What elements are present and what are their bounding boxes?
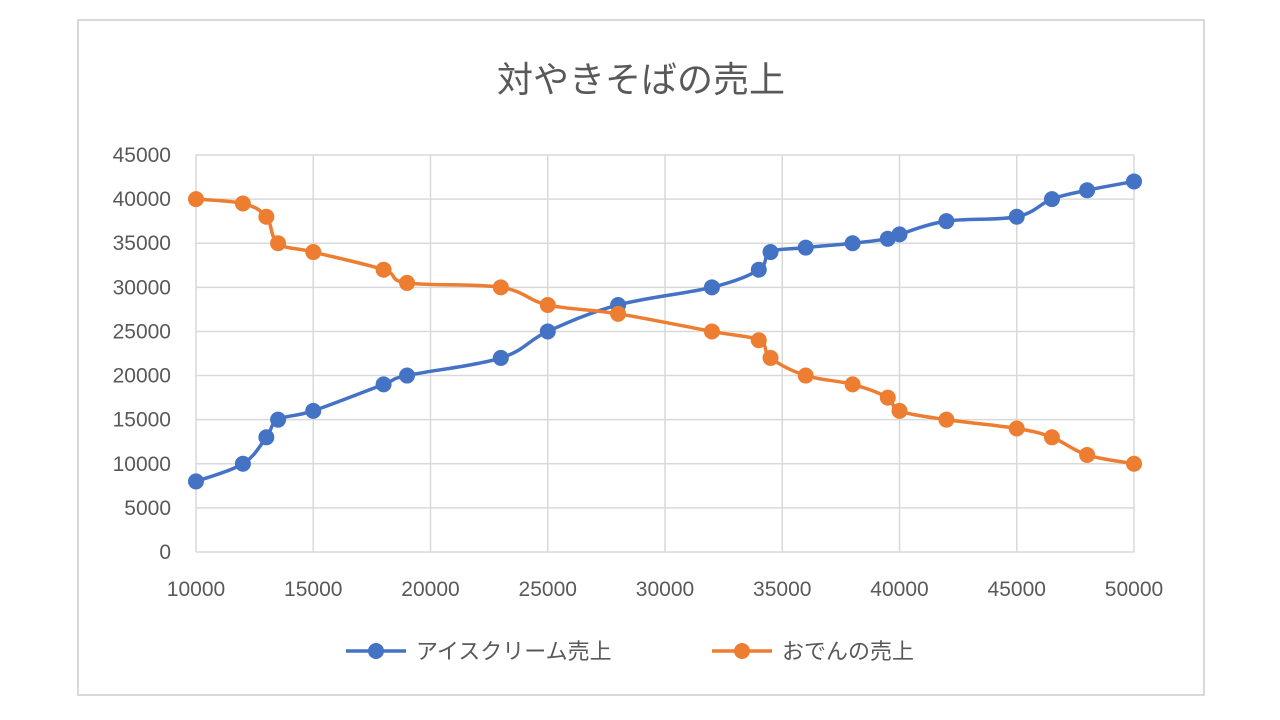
data-point [1079, 446, 1096, 463]
data-point [1008, 208, 1025, 225]
data-point [762, 244, 779, 261]
data-point [938, 411, 955, 428]
legend-item: おでんの売上 [712, 640, 914, 665]
data-point [1043, 429, 1060, 446]
legend: アイスクリーム売上 おでんの売上 [346, 640, 914, 665]
data-point [1043, 191, 1060, 208]
y-tick-label: 20000 [113, 365, 171, 388]
grid-layer [195, 154, 1135, 553]
y-tick-label: 15000 [113, 409, 171, 432]
series-2 [188, 191, 1142, 472]
data-point [539, 296, 556, 313]
y-tick-label: 25000 [113, 320, 171, 343]
chart-title: 対やきそばの売上 [497, 60, 785, 101]
data-point [703, 323, 720, 340]
legend-label: おでんの売上 [782, 640, 914, 665]
y-tick-label: 40000 [113, 188, 171, 211]
y-tick-labels: 0 5000 10000 15000 20000 25000 30000 35000 40000… [113, 144, 171, 564]
data-point [270, 235, 287, 252]
data-point [703, 279, 720, 296]
x-tick-label: 25000 [519, 578, 577, 601]
data-point [797, 239, 814, 256]
y-tick-label: 0 [159, 541, 171, 564]
series-1 [188, 173, 1142, 490]
data-point [750, 332, 767, 349]
data-point [1079, 182, 1096, 199]
x-tick-label: 45000 [988, 578, 1046, 601]
legend-label: アイスクリーム売上 [416, 640, 612, 665]
y-tick-label: 10000 [113, 453, 171, 476]
data-point [844, 235, 861, 252]
data-point [234, 455, 251, 472]
x-tick-label: 35000 [753, 578, 811, 601]
series-layer [188, 173, 1142, 490]
data-point [1126, 455, 1142, 472]
data-point [399, 274, 416, 291]
legend-item: アイスクリーム売上 [346, 640, 612, 665]
data-point [844, 376, 861, 393]
data-point [891, 402, 908, 419]
data-point [1008, 420, 1025, 437]
legend-marker [368, 643, 384, 659]
data-point [375, 376, 392, 393]
data-point [305, 402, 322, 419]
data-point [258, 429, 275, 446]
data-point [492, 349, 509, 366]
y-tick-label: 45000 [113, 144, 171, 167]
data-point [539, 323, 556, 340]
data-point [891, 226, 908, 243]
data-point [762, 349, 779, 366]
data-point [188, 473, 204, 490]
x-tick-labels: 10000 15000 20000 25000 30000 35000 40000 45000… [167, 578, 1163, 601]
series-line [195, 197, 1135, 466]
data-point [399, 367, 416, 384]
data-point [270, 411, 287, 428]
data-point [879, 389, 896, 406]
data-point [938, 213, 955, 230]
data-point [375, 261, 392, 278]
data-point [797, 367, 814, 384]
x-tick-label: 50000 [1105, 578, 1163, 601]
data-point [234, 195, 251, 212]
data-point [305, 244, 322, 261]
data-point [492, 279, 509, 296]
data-point [610, 305, 627, 322]
data-point [258, 208, 275, 225]
x-tick-label: 10000 [167, 578, 225, 601]
x-tick-label: 40000 [870, 578, 928, 601]
x-tick-label: 15000 [284, 578, 342, 601]
legend-marker [734, 643, 750, 659]
data-point [750, 261, 767, 278]
x-tick-label: 30000 [636, 578, 694, 601]
x-tick-label: 20000 [401, 578, 459, 601]
series-line [195, 179, 1135, 484]
y-tick-label: 35000 [113, 232, 171, 255]
y-tick-label: 5000 [124, 497, 171, 520]
data-point [1126, 173, 1142, 190]
data-point [188, 191, 204, 208]
y-tick-label: 30000 [113, 276, 171, 299]
